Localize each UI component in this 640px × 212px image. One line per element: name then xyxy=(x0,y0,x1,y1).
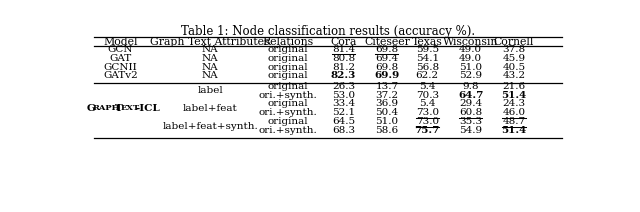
Text: 62.2: 62.2 xyxy=(415,71,439,80)
Text: original: original xyxy=(268,45,308,54)
Text: Citeseer: Citeseer xyxy=(364,37,410,47)
Text: T: T xyxy=(115,104,122,113)
Text: 81.4: 81.4 xyxy=(332,45,355,54)
Text: 21.6: 21.6 xyxy=(502,82,525,91)
Text: 51.0: 51.0 xyxy=(459,63,482,71)
Text: 49.0: 49.0 xyxy=(459,54,482,63)
Text: original: original xyxy=(268,117,308,126)
Text: 37.2: 37.2 xyxy=(375,91,399,100)
Text: 54.9: 54.9 xyxy=(459,126,482,135)
Text: 52.9: 52.9 xyxy=(459,71,482,80)
Text: NA: NA xyxy=(202,71,218,80)
Text: 59.5: 59.5 xyxy=(415,45,439,54)
Text: EXT: EXT xyxy=(120,104,140,112)
Text: ori.+synth.: ori.+synth. xyxy=(259,108,317,117)
Text: 49.0: 49.0 xyxy=(459,45,482,54)
Text: 82.3: 82.3 xyxy=(331,71,356,80)
Text: 54.1: 54.1 xyxy=(415,54,439,63)
Text: NA: NA xyxy=(202,45,218,54)
Text: 73.0: 73.0 xyxy=(415,108,439,117)
Text: 37.8: 37.8 xyxy=(502,45,525,54)
Text: 35.3: 35.3 xyxy=(459,117,482,126)
Text: Cora: Cora xyxy=(330,37,356,47)
Text: label: label xyxy=(197,86,223,95)
Text: 56.8: 56.8 xyxy=(415,63,439,71)
Text: GATv2: GATv2 xyxy=(103,71,138,80)
Text: 24.3: 24.3 xyxy=(502,99,525,109)
Text: 75.7: 75.7 xyxy=(415,126,440,135)
Text: original: original xyxy=(268,71,308,80)
Text: Relations: Relations xyxy=(262,37,313,47)
Text: 52.1: 52.1 xyxy=(332,108,355,117)
Text: 73.0: 73.0 xyxy=(415,117,439,126)
Text: 60.8: 60.8 xyxy=(459,108,482,117)
Text: Graph Text Attributes: Graph Text Attributes xyxy=(150,37,270,47)
Text: 69.4: 69.4 xyxy=(375,54,399,63)
Text: original: original xyxy=(268,82,308,91)
Text: 45.9: 45.9 xyxy=(502,54,525,63)
Text: label+feat: label+feat xyxy=(183,104,237,113)
Text: GCN: GCN xyxy=(108,45,133,54)
Text: G: G xyxy=(86,104,95,113)
Text: GCNII: GCNII xyxy=(104,63,137,71)
Text: ori.+synth.: ori.+synth. xyxy=(259,126,317,135)
Text: 5.4: 5.4 xyxy=(419,99,435,109)
Text: NA: NA xyxy=(202,54,218,63)
Text: 70.3: 70.3 xyxy=(415,91,439,100)
Text: 64.5: 64.5 xyxy=(332,117,355,126)
Text: 51.0: 51.0 xyxy=(375,117,399,126)
Text: 40.5: 40.5 xyxy=(502,63,525,71)
Text: original: original xyxy=(268,99,308,109)
Text: 51.4: 51.4 xyxy=(501,126,527,135)
Text: label+feat+synth.: label+feat+synth. xyxy=(163,122,258,131)
Text: 26.3: 26.3 xyxy=(332,82,355,91)
Text: 46.0: 46.0 xyxy=(502,108,525,117)
Text: -ICL: -ICL xyxy=(135,104,160,113)
Text: 9.8: 9.8 xyxy=(462,82,479,91)
Text: 69.8: 69.8 xyxy=(375,45,399,54)
Text: Table 1: Node classification results (accuracy %).: Table 1: Node classification results (ac… xyxy=(181,25,475,38)
Text: RAPH: RAPH xyxy=(93,104,120,112)
Text: 53.0: 53.0 xyxy=(332,91,355,100)
Text: Texas: Texas xyxy=(412,37,443,47)
Text: 81.2: 81.2 xyxy=(332,63,355,71)
Text: Wisconsin: Wisconsin xyxy=(443,37,499,47)
Text: GAT: GAT xyxy=(109,54,131,63)
Text: 58.6: 58.6 xyxy=(375,126,399,135)
Text: 69.9: 69.9 xyxy=(374,71,399,80)
Text: 80.8: 80.8 xyxy=(332,54,355,63)
Text: 43.2: 43.2 xyxy=(502,71,525,80)
Text: 68.3: 68.3 xyxy=(332,126,355,135)
Text: 13.7: 13.7 xyxy=(375,82,399,91)
Text: 50.4: 50.4 xyxy=(375,108,399,117)
Text: 29.4: 29.4 xyxy=(459,99,482,109)
Text: original: original xyxy=(268,54,308,63)
Text: 51.4: 51.4 xyxy=(501,91,527,100)
Text: 69.8: 69.8 xyxy=(375,63,399,71)
Text: Model: Model xyxy=(103,37,138,47)
Text: ori.+synth.: ori.+synth. xyxy=(259,91,317,100)
Text: 48.7: 48.7 xyxy=(502,117,525,126)
Text: original: original xyxy=(268,63,308,71)
Text: 36.9: 36.9 xyxy=(375,99,399,109)
Text: 5.4: 5.4 xyxy=(419,82,435,91)
Text: NA: NA xyxy=(202,63,218,71)
Text: 33.4: 33.4 xyxy=(332,99,355,109)
Text: 64.7: 64.7 xyxy=(458,91,483,100)
Text: Cornell: Cornell xyxy=(494,37,534,47)
